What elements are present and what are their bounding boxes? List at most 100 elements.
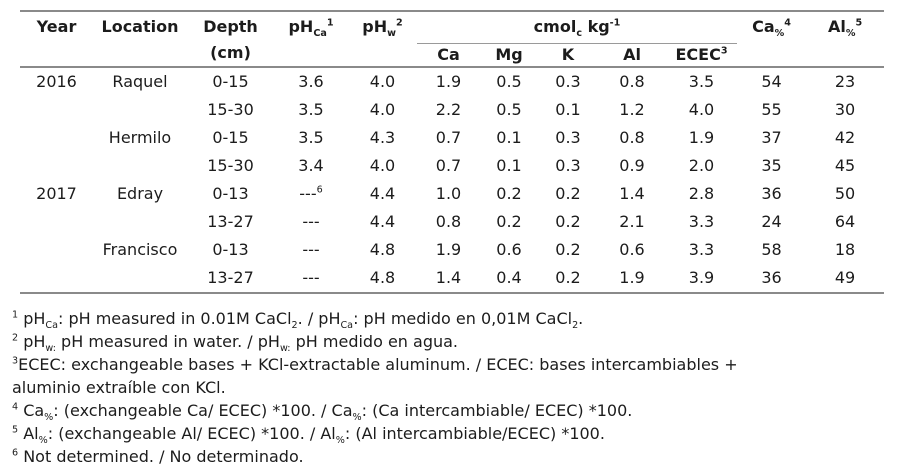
footnote-4: 4 Ca%: (exchangeable Ca/ ECEC) *100. / C… xyxy=(12,401,633,424)
table-cell: 0.6 xyxy=(619,240,645,259)
table-cell: Edray xyxy=(116,184,164,203)
table-cell xyxy=(20,96,93,124)
table-cell: 3.3 xyxy=(688,240,715,259)
table-cell: 42 xyxy=(834,128,856,147)
table-cell: 0.4 xyxy=(496,268,522,287)
table-cell: 3.5 xyxy=(298,128,324,147)
col-header-ph-w: pHw2 xyxy=(348,11,417,68)
table-row: 15-30 3.4 4.0 0.7 0.1 0.3 0.9 2.0 35 45 xyxy=(20,152,884,180)
table-cell: 1.0 xyxy=(435,184,462,203)
table-cell: 1.9 xyxy=(435,240,462,259)
table-cell: 0.2 xyxy=(555,268,581,287)
table-cell: 0.9 xyxy=(619,156,645,175)
col-header-location: Location xyxy=(93,11,187,68)
table-cell: 1.2 xyxy=(619,100,645,119)
table-cell: 0.8 xyxy=(619,72,645,91)
table-cell: 30 xyxy=(834,100,856,119)
table-cell xyxy=(20,124,93,152)
table-cell: 0.2 xyxy=(555,184,581,203)
table-cell: 1.4 xyxy=(435,268,462,287)
table-cell: 0-13 xyxy=(212,184,249,203)
table-cell: 13-27 xyxy=(207,268,254,287)
table-cell: 3.5 xyxy=(688,72,715,91)
table-cell: 1.4 xyxy=(619,184,645,203)
table-cell: 45 xyxy=(834,156,856,175)
table-cell: 0.2 xyxy=(496,212,522,231)
col-header-year: Year xyxy=(20,11,93,68)
table-cell xyxy=(20,236,93,264)
table-cell: 3.5 xyxy=(298,100,324,119)
table-cell: 0.2 xyxy=(555,212,581,231)
table-cell xyxy=(93,208,187,236)
table-cell: Francisco xyxy=(102,240,178,259)
table-cell: 0.5 xyxy=(496,100,522,119)
table-cell: 3.3 xyxy=(688,212,715,231)
soil-chemistry-table: Year Location Depth (cm) pHCa1 pHw2 cmol… xyxy=(20,10,885,294)
table-cell: 18 xyxy=(834,240,856,259)
table-cell: 50 xyxy=(834,184,856,203)
table-row: 15-30 3.5 4.0 2.2 0.5 0.1 1.2 4.0 55 30 xyxy=(20,96,884,124)
table-cell: 0.6 xyxy=(496,240,522,259)
footnote-5: 5 Al%: (exchangeable Al/ ECEC) *100. / A… xyxy=(12,424,605,447)
table-cell: 0.2 xyxy=(496,184,522,203)
table-cell: --- xyxy=(302,268,320,287)
table-cell: 0.8 xyxy=(435,212,462,231)
col-header-ecec: ECEC3 xyxy=(666,43,738,68)
table-cell xyxy=(93,152,187,180)
table-cell: 0.1 xyxy=(496,156,522,175)
table-cell: 2016 xyxy=(36,72,77,91)
table-cell: 0.8 xyxy=(619,128,645,147)
table-cell: 54 xyxy=(761,72,782,91)
footnotes: 1 pHCa: pH measured in 0.01M CaCl2. / pH… xyxy=(0,294,903,468)
table-cell: 0-15 xyxy=(212,72,249,91)
table-cell: 0.3 xyxy=(555,128,581,147)
table-body: 2016 Raquel 0-15 3.6 4.0 1.9 0.5 0.3 0.8 3.5 54 23 1… xyxy=(20,67,884,293)
table-cell: 58 xyxy=(761,240,782,259)
col-group-header-cmol: cmolc kg-1 xyxy=(417,11,738,44)
table-cell xyxy=(20,152,93,180)
table-cell: 0.1 xyxy=(496,128,522,147)
table-cell: 23 xyxy=(834,72,856,91)
table-cell: Hermilo xyxy=(108,128,172,147)
table-cell: 0.2 xyxy=(555,240,581,259)
table-cell: 2017 xyxy=(36,184,77,203)
table-cell: 1.9 xyxy=(435,72,462,91)
table-cell: 37 xyxy=(761,128,782,147)
table-cell: 4.4 xyxy=(369,184,396,203)
footnote-2: 2 pHw: pH measured in water. / pHw: pH m… xyxy=(12,332,459,355)
table-cell xyxy=(20,264,93,293)
footnote-1: 1 pHCa: pH measured in 0.01M CaCl2. / pH… xyxy=(12,309,584,332)
table-cell: 1.9 xyxy=(688,128,715,147)
table-cell: 36 xyxy=(761,184,782,203)
table-cell: 0.3 xyxy=(555,72,581,91)
table-cell xyxy=(20,208,93,236)
table-row: Francisco 0-13 --- 4.8 1.9 0.6 0.2 0.6 3.3 58 18 xyxy=(20,236,884,264)
table-header: Year Location Depth (cm) pHCa1 pHw2 cmol… xyxy=(20,11,885,68)
table-cell: 2.2 xyxy=(435,100,462,119)
table-cell xyxy=(93,96,187,124)
table-cell: 0-13 xyxy=(212,240,249,259)
table-row: 13-27 --- 4.8 1.4 0.4 0.2 1.9 3.9 36 49 xyxy=(20,264,884,293)
table-cell xyxy=(93,264,187,293)
col-header-ca-pct: Ca%4 xyxy=(737,11,807,68)
col-header-ca: Ca xyxy=(417,43,480,68)
table-cell: 3.9 xyxy=(688,268,715,287)
table-cell: 0.1 xyxy=(555,100,581,119)
col-header-al: Al xyxy=(598,43,666,68)
table-cell: 49 xyxy=(834,268,856,287)
table-cell: 0.5 xyxy=(496,72,522,91)
table-cell: 15-30 xyxy=(207,156,254,175)
table-area: Year Location Depth (cm) pHCa1 pHw2 cmol… xyxy=(20,10,885,294)
table-cell: Raquel xyxy=(112,72,168,91)
table-cell: 4.0 xyxy=(688,100,715,119)
table-row: 13-27 --- 4.4 0.8 0.2 0.2 2.1 3.3 24 64 xyxy=(20,208,884,236)
header-row-top: Year Location Depth (cm) pHCa1 pHw2 cmol… xyxy=(20,11,885,68)
col-header-ph-ca: pHCa1 xyxy=(274,11,348,68)
table-cell: 2.0 xyxy=(688,156,715,175)
col-header-mg: Mg xyxy=(480,43,538,68)
table-row: 2017 Edray 0-13 ---6 4.4 1.0 0.2 0.2 1.4 2.8 36 50 xyxy=(20,180,884,208)
table-cell: 0-15 xyxy=(212,128,249,147)
table-cell: 2.8 xyxy=(688,184,715,203)
table-cell: 15-30 xyxy=(207,100,254,119)
table-cell: 0.7 xyxy=(435,128,462,147)
